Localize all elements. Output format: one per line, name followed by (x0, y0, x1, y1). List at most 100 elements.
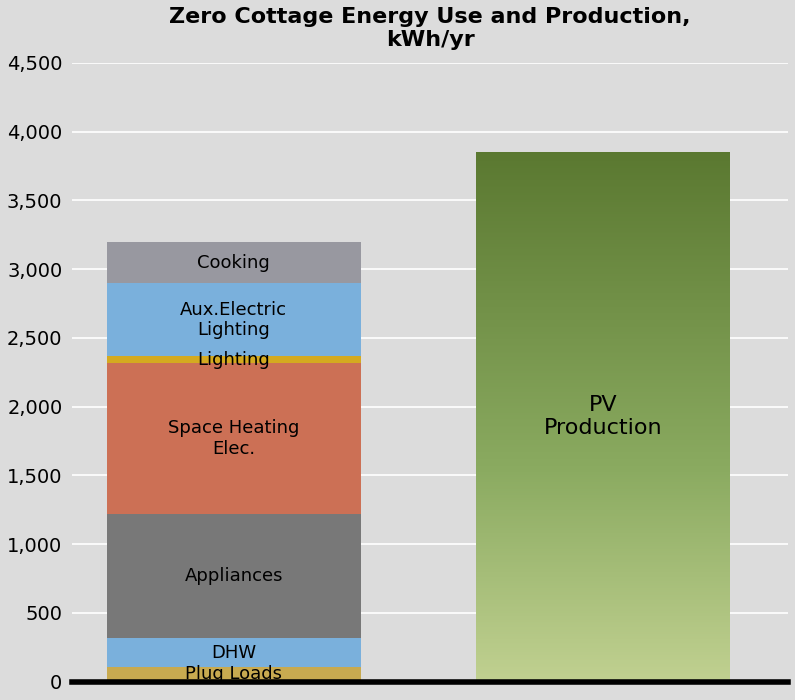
Bar (476, 170, 731, 172)
Bar (476, 346, 731, 348)
Bar (476, 449, 731, 450)
Bar (476, 283, 731, 284)
Bar (476, 262, 731, 263)
Bar (476, 168, 731, 170)
Bar (476, 172, 731, 174)
Text: DHW: DHW (211, 644, 256, 661)
Bar (107, 284, 361, 356)
Bar (476, 354, 731, 355)
Bar (476, 374, 731, 377)
Bar (476, 629, 731, 631)
Bar (476, 358, 731, 361)
Bar (476, 307, 731, 309)
Bar (476, 675, 731, 676)
Bar (476, 643, 731, 645)
Bar (476, 623, 731, 625)
Bar (476, 452, 731, 454)
Bar (476, 242, 731, 244)
Bar (107, 667, 361, 682)
Bar (476, 431, 731, 433)
Bar (476, 249, 731, 251)
Bar (476, 387, 731, 388)
Bar (476, 284, 731, 286)
Bar (476, 382, 731, 384)
Bar (476, 611, 731, 612)
Bar (476, 461, 731, 463)
Bar (476, 592, 731, 594)
Bar (476, 415, 731, 417)
Bar (476, 214, 731, 216)
Bar (476, 560, 731, 561)
Bar (476, 237, 731, 239)
Bar (476, 365, 731, 368)
Bar (476, 608, 731, 609)
Bar (476, 533, 731, 535)
Bar (476, 258, 731, 260)
Bar (476, 204, 731, 205)
Bar (476, 290, 731, 292)
Bar (476, 253, 731, 255)
Bar (476, 328, 731, 330)
Text: Appliances: Appliances (184, 568, 283, 585)
Bar (476, 302, 731, 304)
Bar (476, 553, 731, 554)
Bar (476, 391, 731, 392)
Bar (476, 255, 731, 256)
Bar (476, 459, 731, 461)
Bar (476, 281, 731, 283)
Bar (476, 384, 731, 385)
Bar (476, 323, 731, 325)
Bar (476, 604, 731, 606)
Bar (476, 226, 731, 228)
Bar (476, 320, 731, 321)
Bar (476, 465, 731, 466)
Title: Zero Cottage Energy Use and Production,
kWh/yr: Zero Cottage Energy Use and Production, … (169, 7, 691, 50)
Text: Space Heating
Elec.: Space Heating Elec. (168, 419, 300, 459)
Bar (476, 636, 731, 638)
Bar (476, 311, 731, 313)
Bar (476, 602, 731, 604)
Bar (476, 299, 731, 300)
Bar (476, 152, 731, 154)
Bar (476, 567, 731, 568)
Bar (476, 300, 731, 302)
Bar (476, 535, 731, 537)
Bar (476, 584, 731, 587)
Bar (476, 306, 731, 307)
Bar (476, 468, 731, 470)
Bar (476, 503, 731, 505)
Bar (476, 456, 731, 458)
Bar (476, 494, 731, 496)
Bar (476, 680, 731, 682)
Text: Aux.Electric
Lighting: Aux.Electric Lighting (180, 300, 287, 340)
Bar (476, 406, 731, 408)
Bar (476, 493, 731, 494)
Bar (476, 385, 731, 387)
Bar (476, 554, 731, 556)
Bar (476, 433, 731, 435)
Bar (476, 482, 731, 484)
Bar (476, 398, 731, 399)
Bar (476, 556, 731, 558)
Bar (476, 512, 731, 514)
Bar (476, 325, 731, 327)
Bar (476, 568, 731, 570)
Bar (476, 177, 731, 178)
Bar (476, 270, 731, 272)
Bar (476, 216, 731, 218)
Bar (476, 314, 731, 316)
Bar (476, 360, 731, 362)
Bar (476, 671, 731, 673)
Bar (107, 514, 361, 638)
Bar (476, 401, 731, 402)
Bar (476, 612, 731, 615)
Bar (476, 443, 731, 445)
Bar (476, 293, 731, 295)
Bar (476, 632, 731, 634)
Bar (476, 223, 731, 225)
Bar (476, 564, 731, 565)
Bar (476, 436, 731, 438)
Bar (476, 558, 731, 560)
Bar (476, 669, 731, 671)
Bar (476, 263, 731, 265)
